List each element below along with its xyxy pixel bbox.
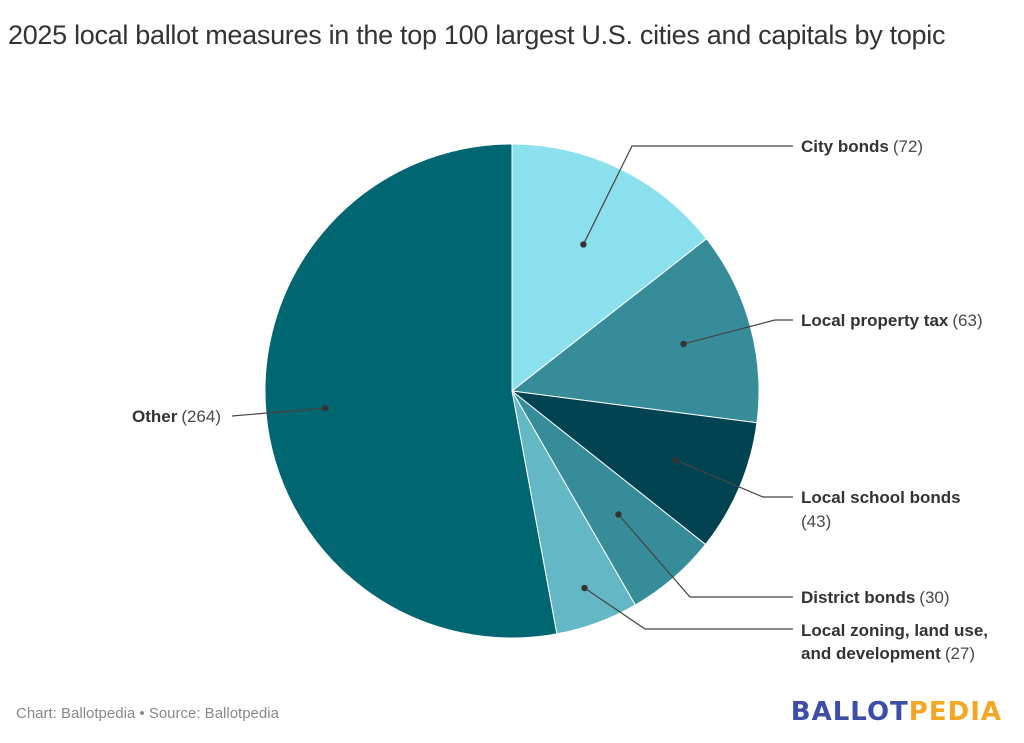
logo-part-ballot: BALLOT: [790, 697, 909, 727]
leader-line: [617, 514, 793, 598]
label-local-zoning-line2: and development (27): [801, 644, 975, 663]
label-local-zoning-line1: Local zoning, land use,: [801, 621, 988, 640]
leader-line: [582, 145, 793, 245]
leader-line: [231, 407, 326, 417]
chart-credit: Chart: Ballotpedia • Source: Ballotpedia: [16, 705, 279, 722]
label-local-property-tax: Local property tax (63): [801, 311, 983, 330]
chart-title: 2025 local ballot measures in the top 10…: [8, 20, 946, 50]
leader-line: [675, 459, 793, 498]
leader-dot: [581, 584, 588, 592]
label-district-bonds: District bonds (30): [801, 588, 950, 607]
leader-dot: [321, 404, 329, 412]
leader-dot: [680, 340, 687, 348]
leader-dot: [672, 457, 680, 464]
label-other: Other (264): [132, 407, 221, 426]
leader-line: [683, 319, 793, 345]
logo-part-pedia: PEDIA: [908, 697, 1002, 727]
label-city-bonds: City bonds (72): [801, 137, 923, 156]
leader-lines: [231, 145, 793, 630]
pie-slice-local-property-tax[interactable]: [510, 238, 760, 424]
leader-line: [584, 587, 793, 630]
ballotpedia-logo[interactable]: BALLOTPEDIA: [791, 697, 1002, 727]
leader-dot: [580, 241, 587, 248]
pie-slices: [264, 143, 760, 639]
label-local-school-bonds: Local school bonds: [801, 488, 961, 507]
leader-dot: [615, 511, 622, 518]
label-local-school-bonds-value: (43): [801, 512, 831, 531]
